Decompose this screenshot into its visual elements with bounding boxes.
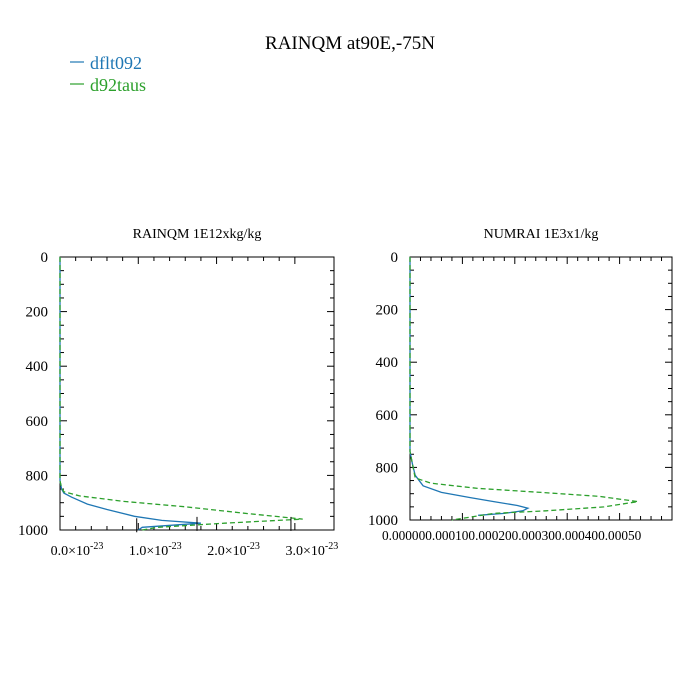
y-tick-label: 1000 bbox=[368, 513, 398, 529]
y-tick-label: 800 bbox=[26, 468, 49, 484]
x-tick-label: 1.0×10-23 bbox=[129, 541, 182, 559]
legend-label-dflt092: dflt092 bbox=[90, 53, 142, 73]
figure-title: RAINQM at90E,-75N bbox=[265, 33, 435, 54]
y-tick-label: 800 bbox=[376, 460, 399, 476]
series-line-d92taus bbox=[409, 257, 639, 521]
x-tick-label-exponent: -23 bbox=[247, 541, 260, 552]
series-line-d92taus bbox=[59, 257, 303, 531]
x-tick-labels: 0.000000.000100.000200.000300.000400.000… bbox=[382, 528, 642, 543]
y-tick-label: 0 bbox=[391, 250, 399, 266]
y-tick-label: 400 bbox=[376, 355, 399, 371]
y-tick-label: 200 bbox=[26, 305, 49, 321]
y-tick-label: 600 bbox=[376, 408, 399, 424]
y-tick-label: 400 bbox=[26, 359, 49, 375]
rainqm-panel: RAINQM 1E12xkg/kg 0 200 400 600 800 10000.0×10… bbox=[18, 227, 338, 559]
series-line-dflt092 bbox=[409, 257, 530, 516]
numrai-panel: NUMRAI 1E3x1/kg 0 200 400 600 800 10000.000000… bbox=[368, 227, 673, 543]
x-tick-label-exponent: -23 bbox=[168, 541, 181, 552]
y-tick-label: 1000 bbox=[18, 523, 48, 539]
y-tick-label: 0 bbox=[41, 250, 49, 266]
x-tick-label-exponent: -23 bbox=[90, 541, 103, 552]
x-tick-label: 3.0×10-23 bbox=[285, 541, 338, 559]
x-tick-label: 2.0×10-23 bbox=[207, 541, 260, 559]
plot-frame bbox=[59, 256, 335, 531]
x-tick-label-exponent: -23 bbox=[325, 541, 338, 552]
series-line-dflt092 bbox=[59, 257, 201, 531]
panel-title: NUMRAI 1E3x1/kg bbox=[484, 227, 599, 242]
panel-title: RAINQM 1E12xkg/kg bbox=[133, 227, 262, 242]
y-tick-label: 600 bbox=[26, 414, 49, 430]
plot-frame bbox=[409, 256, 673, 521]
x-tick-label: 0.0×10-23 bbox=[51, 541, 104, 559]
legend-label-d92taus: d92taus bbox=[90, 75, 146, 95]
y-tick-label: 200 bbox=[376, 303, 399, 319]
legend: dflt092 d92taus bbox=[70, 53, 146, 95]
